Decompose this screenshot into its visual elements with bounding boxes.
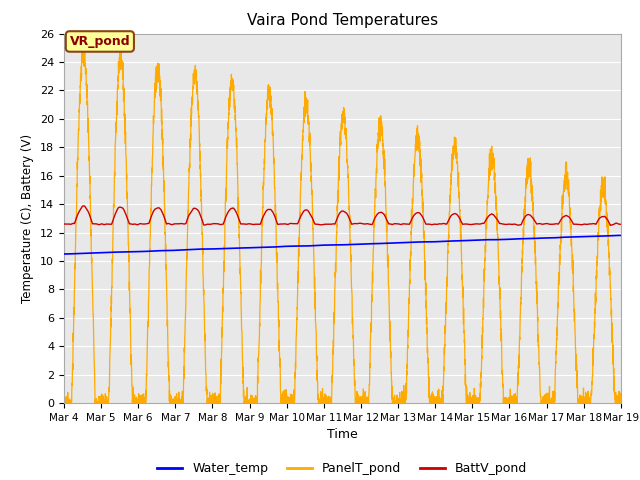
X-axis label: Time: Time xyxy=(327,429,358,442)
Y-axis label: Temperature (C), Battery (V): Temperature (C), Battery (V) xyxy=(22,134,35,303)
Legend: Water_temp, PanelT_pond, BattV_pond: Water_temp, PanelT_pond, BattV_pond xyxy=(152,457,532,480)
Title: Vaira Pond Temperatures: Vaira Pond Temperatures xyxy=(247,13,438,28)
Text: VR_pond: VR_pond xyxy=(70,35,130,48)
